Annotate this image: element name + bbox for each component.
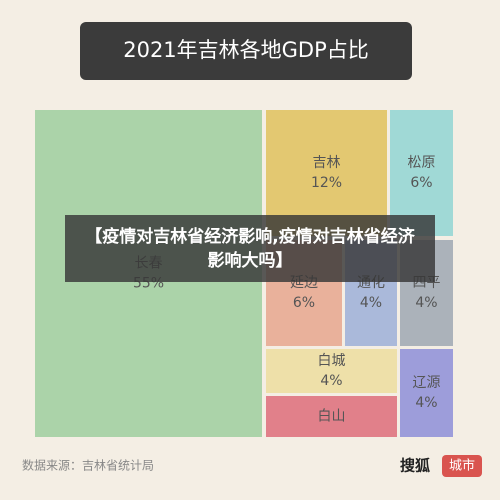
cell-value: 4%: [415, 295, 437, 311]
cell-label: 辽源: [413, 375, 441, 391]
title-box: [80, 22, 412, 80]
cell-value: 6%: [293, 295, 315, 311]
treemap-cell: [400, 349, 453, 437]
treemap-cell: [266, 349, 397, 393]
cell-value: 4%: [320, 373, 342, 389]
overlay-banner: 【疫情对吉林省经济影响,疫情对吉林省经济影响大吗】: [65, 215, 435, 282]
cell-label: 吉林: [313, 155, 341, 171]
logo-channel: 城市: [449, 458, 475, 474]
chart-title: 2021年吉林各地GDP占比: [123, 38, 369, 62]
source: 数据来源：吉林省统计局: [22, 458, 154, 473]
logo-badge: [442, 455, 482, 477]
cell-label: 松原: [408, 155, 436, 171]
cell-value: 12%: [311, 175, 342, 191]
cell-label: 白城: [318, 353, 346, 369]
cell-value: 4%: [415, 395, 437, 411]
treemap-cell: [266, 396, 397, 437]
cell-value: 6%: [410, 175, 432, 191]
logo-brand: 搜狐: [400, 457, 430, 475]
cell-label: 白山: [318, 409, 346, 425]
cell-value: 4%: [360, 295, 382, 311]
